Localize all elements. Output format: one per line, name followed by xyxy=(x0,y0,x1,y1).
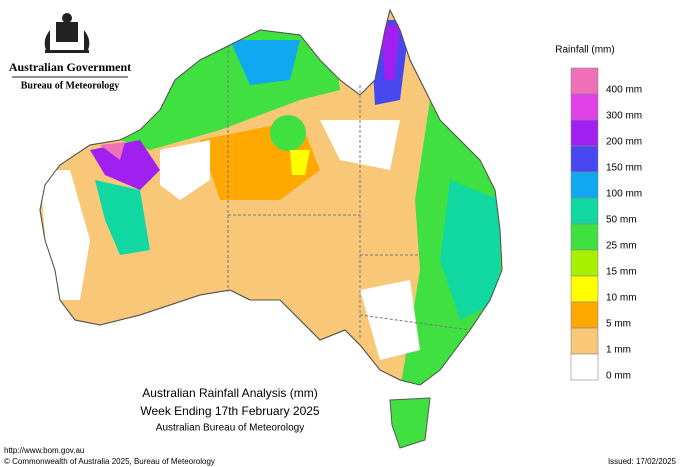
map-title: Australian Rainfall Analysis (mm) xyxy=(142,386,317,400)
legend-swatch xyxy=(570,249,599,277)
legend: 400 mm 300 mm 200 mm 150 mm 100 mm 50 mm 25 mm… xyxy=(570,67,642,382)
legend-title: Rainfall (mm) xyxy=(555,45,614,56)
map-subtitle: Week Ending 17th February 2025 xyxy=(140,404,320,418)
footer-url: http://www.bom.gov.au xyxy=(4,446,84,455)
map-source: Australian Bureau of Meteorology xyxy=(156,423,304,434)
tasmania xyxy=(389,397,431,449)
legend-label: 10 mm xyxy=(606,293,637,304)
legend-label: 15 mm xyxy=(606,267,637,278)
legend-label: 50 mm xyxy=(606,215,637,226)
legend-swatch xyxy=(570,119,599,147)
legend-swatch xyxy=(570,301,599,329)
state-borders xyxy=(227,45,471,340)
legend-label: 150 mm xyxy=(606,163,642,174)
legend-label: 300 mm xyxy=(606,111,642,122)
legend-label: 400 mm xyxy=(606,85,642,96)
legend-label: 100 mm xyxy=(606,189,642,200)
bureau-name: Bureau of Meteorology xyxy=(21,80,120,91)
legend-swatch xyxy=(570,67,599,95)
legend-swatch xyxy=(570,145,599,173)
legend-label: 5 mm xyxy=(606,319,631,330)
legend-swatch xyxy=(570,353,599,381)
map xyxy=(39,9,503,449)
legend-swatch xyxy=(570,93,599,121)
government-name: Australian Government xyxy=(9,60,131,74)
legend-label: 200 mm xyxy=(606,137,642,148)
legend-label: 0 mm xyxy=(606,371,631,382)
footer-issued: Issued: 17/02/2025 xyxy=(608,457,677,466)
legend-label: 1 mm xyxy=(606,345,631,356)
legend-swatch xyxy=(570,275,599,303)
legend-swatch xyxy=(570,327,599,355)
legend-swatch xyxy=(570,197,599,225)
crest xyxy=(44,13,90,53)
legend-swatch xyxy=(570,171,599,199)
legend-swatch xyxy=(570,223,599,251)
legend-label: 25 mm xyxy=(606,241,637,252)
footer-copyright: © Commonwealth of Australia 2025, Bureau… xyxy=(4,457,215,466)
